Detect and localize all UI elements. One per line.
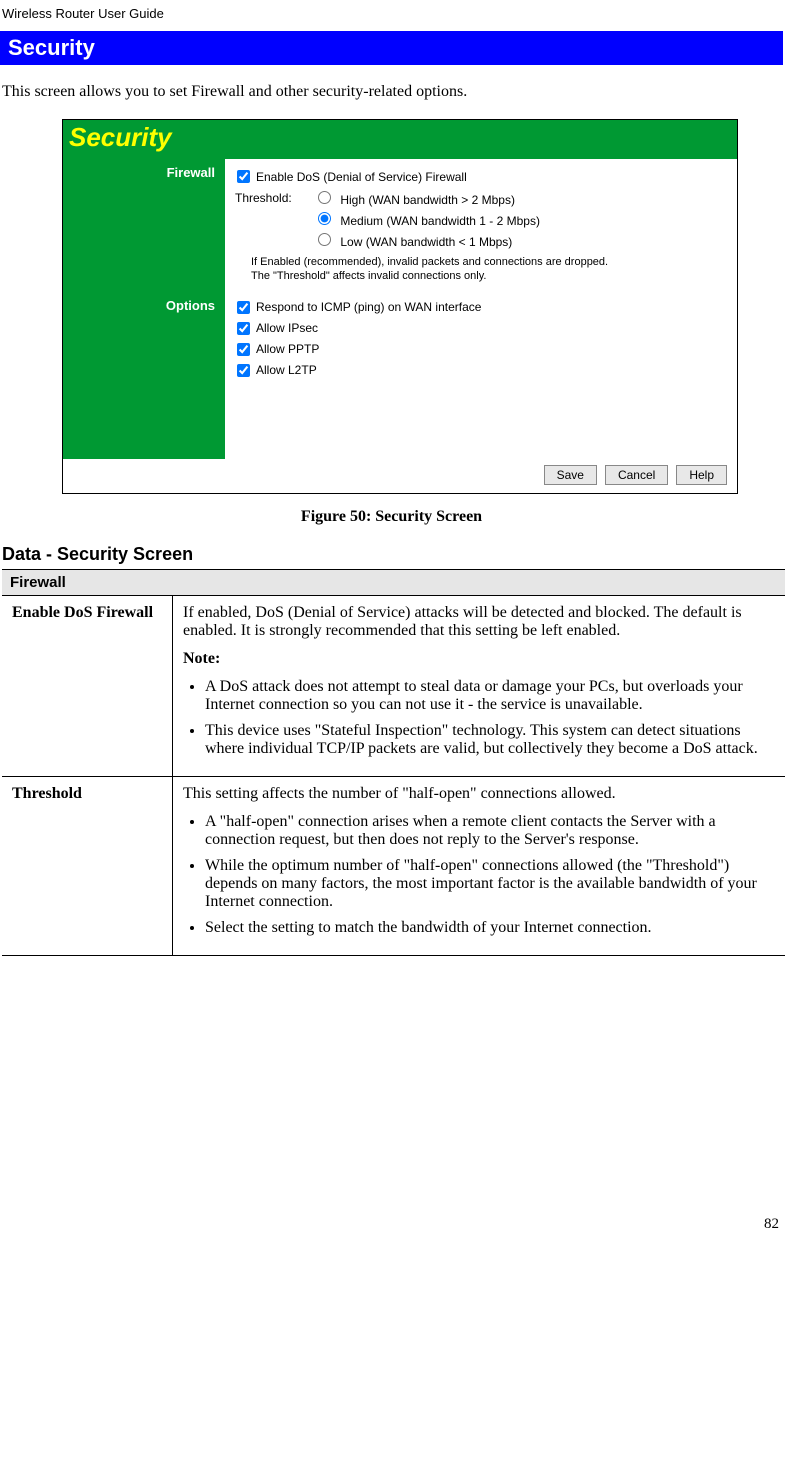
data-subheading: Data - Security Screen [2,544,783,565]
threshold-high-radio[interactable] [318,191,331,204]
pptp-checkbox[interactable] [237,343,250,356]
screenshot-figure: Security Firewall Options Enable DoS (De… [62,119,783,494]
table-section-firewall: Firewall [2,570,785,596]
figure-caption: Figure 50: Security Screen [0,508,783,526]
pptp-label: Allow PPTP [256,342,319,356]
section-title: Security [0,31,783,65]
screenshot-sidebar: Firewall Options [63,159,225,459]
threshold-medium-label: Medium (WAN bandwidth 1 - 2 Mbps) [340,214,540,228]
data-table: Firewall Enable DoS Firewall If enabled,… [2,569,785,956]
table-row: Enable DoS Firewall If enabled, DoS (Den… [2,596,785,777]
icmp-checkbox[interactable] [237,301,250,314]
threshold-low-radio[interactable] [318,233,331,246]
table-row: Threshold This setting affects the numbe… [2,777,785,956]
security-screenshot: Security Firewall Options Enable DoS (De… [62,119,738,494]
screenshot-buttonbar: Save Cancel Help [63,459,737,493]
threshold-high-label: High (WAN bandwidth > 2 Mbps) [340,193,515,207]
threshold-note: If Enabled (recommended), invalid packet… [251,255,729,284]
save-button[interactable]: Save [544,465,597,485]
page-number: 82 [0,1216,783,1233]
sidebar-label-firewall: Firewall [63,165,215,180]
enable-dos-label: Enable DoS (Denial of Service) Firewall [256,170,467,184]
screenshot-title: Security [69,122,172,152]
row-label-enable-dos: Enable DoS Firewall [2,596,173,777]
ipsec-checkbox[interactable] [237,322,250,335]
ipsec-label: Allow IPsec [256,321,318,335]
row-label-threshold: Threshold [2,777,173,956]
row-content-enable-dos: If enabled, DoS (Denial of Service) atta… [173,596,786,777]
intro-text: This screen allows you to set Firewall a… [2,83,783,101]
threshold-medium-radio[interactable] [318,212,331,225]
help-button[interactable]: Help [676,465,727,485]
running-header: Wireless Router User Guide [2,6,783,21]
row-content-threshold: This setting affects the number of "half… [173,777,786,956]
l2tp-checkbox[interactable] [237,364,250,377]
screenshot-main: Enable DoS (Denial of Service) Firewall … [225,159,737,459]
threshold-caption: Threshold: [233,191,313,205]
cancel-button[interactable]: Cancel [605,465,668,485]
enable-dos-checkbox[interactable] [237,170,250,183]
threshold-low-label: Low (WAN bandwidth < 1 Mbps) [340,235,512,249]
screenshot-titlebar: Security [63,120,737,159]
sidebar-label-options: Options [63,298,215,313]
l2tp-label: Allow L2TP [256,363,317,377]
icmp-label: Respond to ICMP (ping) on WAN interface [256,300,481,314]
